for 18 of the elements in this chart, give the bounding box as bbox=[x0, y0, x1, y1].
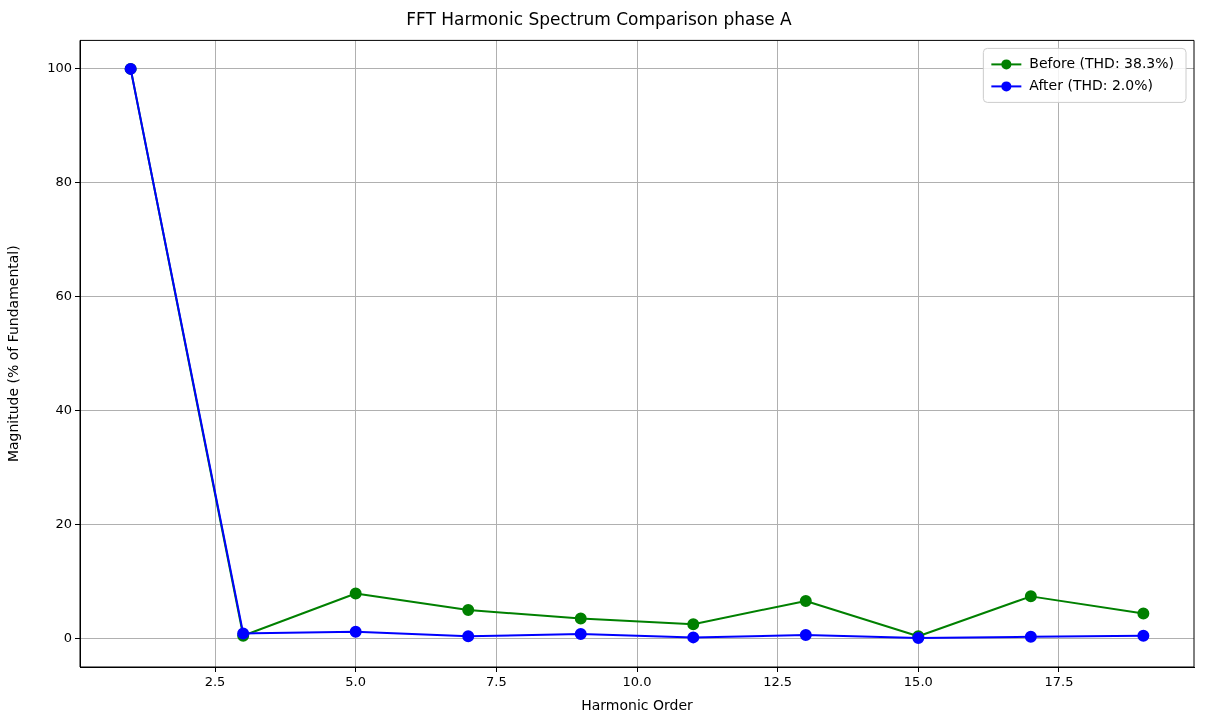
y-tick-label: 40 bbox=[55, 402, 72, 418]
x-tick-label: 17.5 bbox=[1044, 674, 1074, 690]
chart-title: FFT Harmonic Spectrum Comparison phase A bbox=[406, 8, 793, 29]
x-axis-title: Harmonic Order bbox=[581, 697, 693, 714]
y-axis-title: Magnitude (% of Fundamental) bbox=[5, 245, 22, 463]
x-tick-label: 2.5 bbox=[204, 674, 226, 690]
y-tick-label: 20 bbox=[55, 515, 72, 531]
y-tick-label: 0 bbox=[63, 629, 72, 645]
y-tick-label: 80 bbox=[55, 174, 72, 190]
legend-label: After (THD: 2.0%) bbox=[1029, 77, 1153, 94]
y-tick-label: 100 bbox=[47, 60, 72, 76]
x-tick-label: 15.0 bbox=[903, 674, 933, 690]
legend-label: Before (THD: 38.3%) bbox=[1029, 55, 1175, 72]
x-tick-label: 5.0 bbox=[345, 674, 367, 690]
x-tick-label: 7.5 bbox=[486, 674, 507, 690]
x-tick-label: 12.5 bbox=[763, 674, 793, 690]
y-tick-label: 60 bbox=[55, 288, 72, 304]
x-tick-label: 10.0 bbox=[622, 674, 652, 690]
